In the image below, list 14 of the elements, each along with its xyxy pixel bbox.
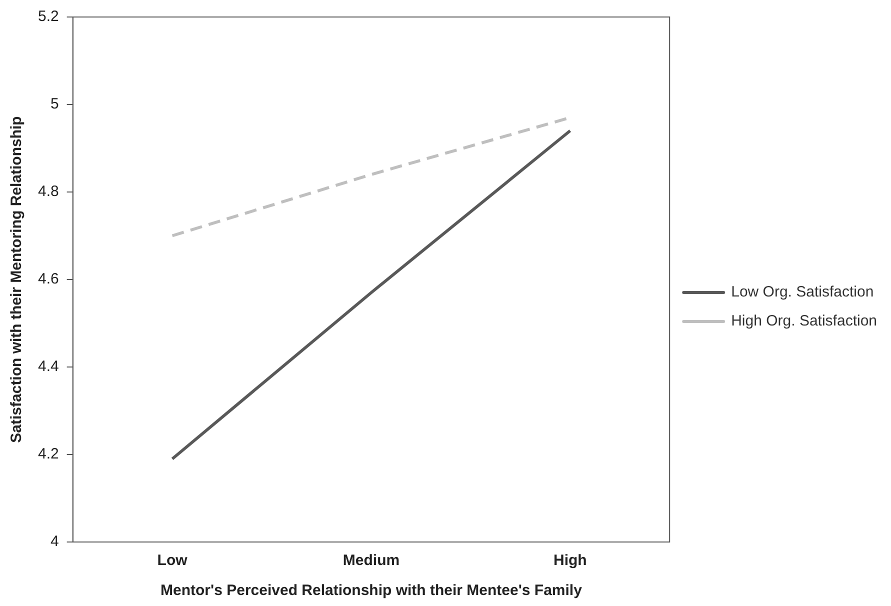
- y-tick-label: 4.6: [38, 270, 59, 288]
- y-axis-title: Satisfaction with their Mentoring Relationship: [8, 116, 26, 443]
- y-tick-label: 4.4: [38, 358, 59, 376]
- y-tick-label: 5.2: [38, 8, 59, 26]
- x-tick-label: Medium: [342, 552, 400, 570]
- y-tick-label: 4: [50, 533, 59, 550]
- y-tick-label: 4.8: [38, 183, 59, 200]
- legend-label: High Org. Satisfaction: [731, 312, 878, 330]
- x-axis-title: Mentor's Perceived Relationship with their Mentee's Family: [160, 582, 583, 600]
- legend-label: Low Org. Satisfaction: [731, 284, 874, 301]
- x-tick-label: Low: [157, 552, 188, 570]
- y-tick-label: 4.2: [38, 446, 59, 463]
- x-tick-label: High: [553, 552, 587, 570]
- y-tick-label: 5: [50, 96, 59, 113]
